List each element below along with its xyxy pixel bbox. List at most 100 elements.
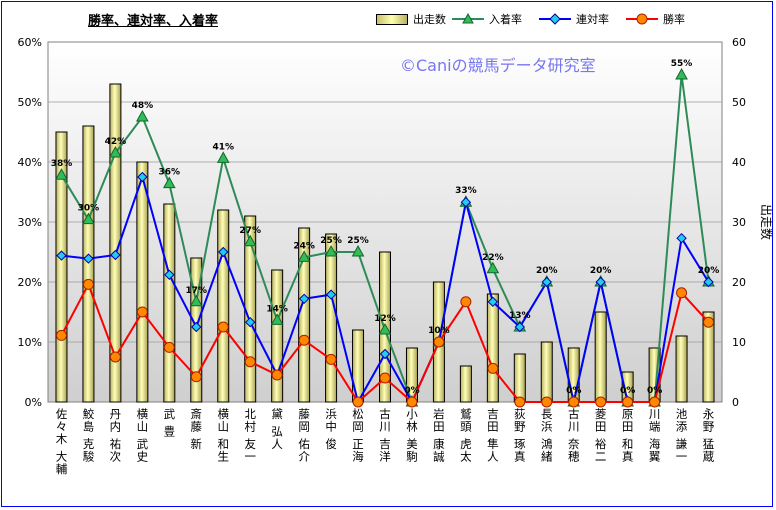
marker-quinella-rate [487,296,499,308]
data-label-place-rate: 0% [404,386,419,396]
marker-win-rate [541,396,553,408]
y-left-tick-label: 50% [18,96,42,109]
x-tick-label: 吉田 隼人 [487,407,499,464]
x-tick-label: 小林 美駒 [406,407,418,464]
legend-item-place-rate: 入着率 [452,11,522,27]
marker-place-rate [162,176,176,189]
data-label-place-rate: 27% [239,226,261,236]
bar-starts [702,311,715,403]
data-label-place-rate: 42% [105,137,127,147]
marker-win-rate [487,362,499,374]
data-label-place-rate: 0% [566,386,581,396]
x-tick-label: 原田 和真 [622,407,634,464]
x-tick-label: 鮫島 克駿 [83,407,95,464]
x-tick-label: 菱田 裕二 [595,407,607,464]
marker-win-rate [595,396,607,408]
marker-quinella-rate [244,316,256,328]
x-tick-label: 横山 武史 [137,407,149,464]
watermark: ©Caniの競馬データ研究室 [400,56,596,75]
marker-quinella-rate [298,293,310,305]
data-label-place-rate: 36% [159,168,181,178]
marker-place-rate [82,212,95,225]
x-tick-label: 武 豊 [164,407,176,439]
data-label-place-rate: 14% [266,304,288,314]
y-right-tick-label: 30 [732,216,746,229]
marker-win-rate [298,334,310,346]
data-label-place-rate: 10% [428,326,450,336]
data-label-place-rate: 30% [78,204,100,214]
marker-quinella-rate [191,321,202,333]
y-left-tick-label: 60% [18,36,42,49]
marker-win-rate [244,356,256,368]
bar-starts [594,311,607,403]
x-tick-label: 浜中 俊 [325,407,337,451]
legend-swatch-quinella [539,13,571,25]
data-label-place-rate: 20% [590,266,612,276]
data-label-place-rate: 55% [671,59,693,69]
data-label-place-rate: 24% [293,241,315,251]
x-tick-label: 古川 吉洋 [379,407,391,464]
x-tick-label: 横山 和生 [217,407,229,464]
bar-starts [82,125,95,403]
marker-place-rate [136,109,149,122]
x-tick-label: 鷲頭 虎太 [460,407,472,464]
marker-quinella-rate [110,249,121,261]
bar-starts [540,341,553,403]
data-label-place-rate: 0% [620,386,635,396]
y-left-tick-label: 10% [18,336,42,349]
data-label-place-rate: 22% [482,253,504,263]
bar-starts [217,209,230,403]
marker-win-rate [136,306,148,318]
bar-starts [352,329,365,403]
marker-win-rate [460,296,472,308]
bar-starts [271,269,284,403]
marker-win-rate [622,396,634,408]
marker-quinella-rate [379,348,391,360]
y-right-tick-label: 20 [732,276,746,289]
marker-place-rate [189,294,203,307]
x-tick-label: 川端 海翼 [649,407,661,464]
bar-starts [163,203,176,403]
legend-swatch-place [452,13,484,24]
marker-win-rate [190,371,202,383]
y-right-tick-label: 60 [732,36,746,49]
x-tick-label: 池添 謙一 [676,407,688,464]
bar-starts [459,365,472,403]
x-tick-label: 藤岡 佑介 [298,407,310,464]
bar-starts [486,293,499,403]
marker-place-rate [297,250,311,262]
x-tick-label: 佐々木 大輔 [56,407,68,476]
marker-win-rate [406,396,418,408]
chart-title: 勝率、連対率、入着率 [88,14,219,29]
marker-place-rate [55,168,68,180]
y-left-tick-label: 0% [25,396,42,409]
marker-win-rate [109,351,121,363]
data-label-place-rate: 41% [212,142,234,152]
marker-quinella-rate [325,289,337,300]
data-label-place-rate: 33% [455,186,477,196]
marker-place-rate [486,261,500,274]
marker-quinella-rate [164,269,175,281]
marker-win-rate [82,278,94,290]
marker-win-rate [217,321,229,333]
marker-place-rate [351,244,365,257]
y-right-tick-label: 10 [732,336,746,349]
marker-quinella-rate [514,321,526,333]
data-label-place-rate: 17% [186,286,208,296]
x-tick-label: 斎藤 新 [191,407,203,451]
marker-win-rate [271,369,283,381]
data-label-place-rate: 20% [536,266,558,276]
legend-swatch-win [626,13,658,25]
bar-starts [675,335,688,403]
data-label-place-rate: 25% [320,236,342,246]
legend-bar-swatch [376,13,408,25]
x-tick-label: 岩田 康誠 [433,407,445,464]
marker-place-rate [324,244,338,257]
x-tick-label: 荻野 琢真 [514,407,526,464]
data-label-place-rate: 38% [51,159,73,169]
x-tick-label: 永野 猛蔵 [703,407,715,464]
bar-starts [513,353,526,403]
legend-label-win-rate: 勝率 [663,13,685,26]
marker-quinella-rate [83,253,94,264]
